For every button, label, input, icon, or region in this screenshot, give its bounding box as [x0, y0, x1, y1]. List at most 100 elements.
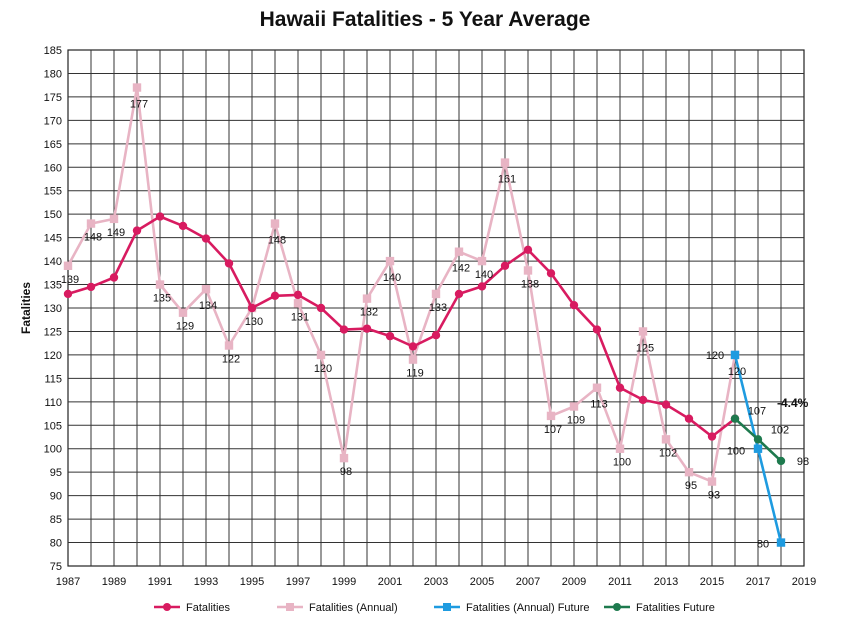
data-point: [316, 350, 326, 360]
data-label: 149: [107, 227, 125, 239]
data-point: [63, 261, 73, 270]
x-tick-label: 2003: [424, 576, 448, 588]
x-tick-label: 1995: [240, 576, 264, 588]
x-tick-label: 2017: [746, 576, 770, 588]
x-tick-label: 2013: [654, 576, 678, 588]
y-tick-label: 80: [50, 538, 62, 550]
x-tick-label: 1989: [102, 576, 126, 588]
data-point: [408, 342, 418, 351]
data-point: [362, 324, 372, 333]
data-label: 133: [429, 302, 447, 314]
data-point: [477, 256, 487, 266]
y-tick-label: 140: [44, 256, 62, 268]
data-point: [684, 467, 694, 477]
data-point: [316, 303, 326, 313]
y-tick-label: 170: [44, 115, 62, 127]
data-label: 100: [613, 457, 631, 469]
y-tick-label: 85: [50, 514, 62, 526]
y-tick-label: 120: [44, 350, 62, 362]
legend-swatch-marker: [613, 603, 621, 611]
data-point: [661, 400, 671, 409]
data-label: 125: [636, 342, 654, 354]
data-label: 102: [771, 424, 789, 436]
y-tick-label: 145: [44, 233, 62, 245]
data-point: [661, 435, 671, 444]
y-tick-label: 100: [44, 444, 62, 456]
data-point: [615, 444, 625, 453]
data-point: [385, 256, 395, 266]
x-tick-label: 1991: [148, 576, 172, 588]
data-label: 107: [748, 406, 766, 418]
data-point: [500, 261, 510, 270]
data-point: [201, 285, 211, 294]
data-point: [638, 395, 648, 405]
data-label: 131: [291, 311, 309, 323]
data-point: [776, 538, 786, 547]
data-point: [546, 411, 556, 421]
data-label: 139: [61, 274, 79, 286]
data-point: [109, 214, 119, 224]
y-tick-label: 110: [44, 397, 62, 409]
legend-label: Fatalities: [186, 602, 231, 614]
data-point: [523, 266, 533, 275]
data-label: 161: [498, 174, 516, 186]
y-tick-label: 130: [44, 303, 62, 315]
data-label: 98: [797, 456, 809, 468]
legend-swatch-marker: [163, 603, 171, 611]
data-point: [776, 456, 786, 466]
data-label: 120: [706, 350, 724, 362]
y-tick-label: 150: [44, 209, 62, 221]
legend-swatch-marker: [286, 603, 294, 611]
data-label: 135: [153, 293, 171, 305]
data-label: 119: [406, 368, 424, 380]
data-point: [155, 212, 165, 221]
legend-label: Fatalities (Annual): [309, 602, 398, 614]
data-point: [224, 341, 234, 350]
data-point: [546, 269, 556, 278]
x-tick-label: 2009: [562, 576, 586, 588]
x-tick-label: 2011: [608, 576, 632, 588]
data-point: [431, 289, 441, 299]
data-label: 148: [268, 235, 286, 247]
data-label: 138: [521, 278, 539, 290]
data-point: [385, 331, 395, 341]
data-point: [270, 291, 280, 301]
y-tick-label: 155: [44, 186, 62, 198]
annotation-label: -4.4%: [777, 396, 809, 410]
data-label: 122: [222, 354, 240, 366]
y-tick-label: 95: [50, 467, 62, 479]
data-point: [155, 280, 165, 289]
legend-label: Fatalities Future: [636, 602, 715, 614]
data-label: 120: [728, 366, 746, 378]
data-label: 140: [475, 269, 493, 281]
data-point: [500, 158, 510, 167]
data-point: [615, 383, 625, 392]
data-point: [753, 444, 763, 453]
x-tick-label: 1997: [286, 576, 310, 588]
x-tick-label: 2005: [470, 576, 494, 588]
data-point: [730, 350, 740, 360]
data-label: 134: [199, 300, 217, 312]
data-point: [224, 259, 234, 268]
y-tick-label: 135: [44, 280, 62, 292]
x-tick-label: 2001: [378, 576, 402, 588]
y-tick-label: 160: [44, 162, 62, 174]
data-point: [132, 226, 142, 235]
data-point: [178, 308, 188, 317]
data-label: 148: [84, 232, 102, 244]
data-label: 107: [544, 424, 562, 436]
y-tick-label: 105: [44, 420, 62, 432]
data-label: 109: [567, 415, 585, 427]
y-tick-label: 185: [44, 45, 62, 57]
y-tick-label: 165: [44, 139, 62, 151]
data-point: [86, 219, 96, 228]
y-tick-label: 90: [50, 491, 62, 503]
data-point: [569, 300, 579, 310]
x-tick-label: 2015: [700, 576, 724, 588]
data-label: 98: [340, 466, 352, 478]
series-line: [66, 86, 737, 483]
data-point: [569, 402, 579, 411]
y-tick-label: 115: [44, 373, 62, 385]
data-point: [592, 325, 602, 334]
data-label: 113: [590, 399, 608, 411]
